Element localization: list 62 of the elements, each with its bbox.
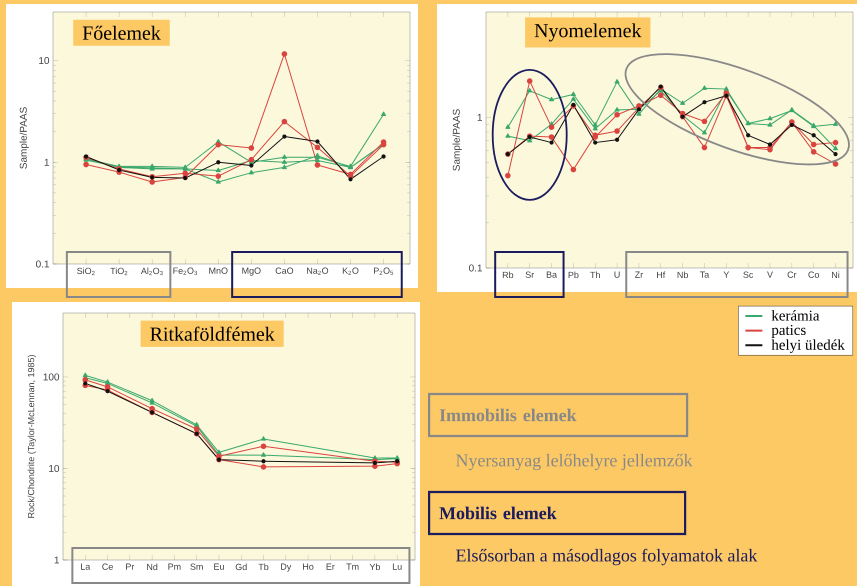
y-axis-title: Sample/PAAS xyxy=(452,109,462,171)
y-axis-title: Rock/Chondrite (Taylor-McLennan, 1985) xyxy=(28,355,36,518)
y-tick-label: 0.1 xyxy=(469,264,482,272)
x-tick-label: Yb xyxy=(370,564,380,570)
x-tick-label: Pb xyxy=(568,272,578,278)
y-tick-label: 10 xyxy=(39,57,50,64)
x-tick-label: Ce xyxy=(102,564,113,570)
x-tick-label: Dy xyxy=(281,564,292,572)
x-tick-label: Eu xyxy=(214,564,224,570)
x-tick-label: Hf xyxy=(657,272,666,278)
y-tick-label: 1 xyxy=(54,556,59,564)
x-tick-label: P$_{2}$O$_{5}$ xyxy=(374,268,394,275)
x-tick-label: Nd xyxy=(147,564,158,570)
x-tick-label: Al$_{2}$O$_{3}$ xyxy=(140,268,163,276)
x-tick-label: Sr xyxy=(526,272,534,278)
x-tick-label: La xyxy=(81,564,90,570)
x-tick-label: Co xyxy=(808,272,820,278)
legend-label: patics xyxy=(772,324,806,338)
x-tick-label: MgO xyxy=(242,268,261,276)
legend-label: helyi üledék xyxy=(772,339,845,353)
x-tick-label: MnO xyxy=(209,268,228,274)
text: Immobilis elemek xyxy=(440,408,577,422)
text: Mobilis elemek xyxy=(439,506,557,520)
x-tick-label: Th xyxy=(590,272,600,278)
x-tick-label: Lu xyxy=(392,564,402,570)
x-tick-label: Tb xyxy=(258,564,268,570)
x-tick-label: Ho xyxy=(303,564,314,570)
text: Főelemek xyxy=(82,26,161,40)
x-tick-label: Tm xyxy=(346,564,359,570)
x-tick-label: Nb xyxy=(678,272,688,278)
x-tick-label: Gd xyxy=(236,564,247,570)
x-tick-label: Ta xyxy=(700,272,710,278)
x-tick-label: V xyxy=(767,272,773,278)
x-tick-label: Ni xyxy=(832,272,840,278)
x-tick-label: Sc xyxy=(743,272,754,278)
x-tick-label: Ba xyxy=(546,272,558,278)
y-tick-label: 10 xyxy=(49,464,60,472)
y-tick-label: 1 xyxy=(44,158,49,166)
x-tick-label: Zr xyxy=(634,272,644,278)
x-tick-label: Cr xyxy=(788,272,796,278)
x-tick-label: K$_{2}$O xyxy=(342,268,358,275)
y-tick-label: 0.1 xyxy=(36,260,49,268)
x-tick-label: Pr xyxy=(126,564,134,570)
x-tick-label: Y xyxy=(724,272,730,278)
y-tick-label: 100 xyxy=(44,373,60,380)
x-tick-label: Fe$_{2}$O$_{3}$ xyxy=(173,268,198,275)
x-tick-label: Na$_{2}$O xyxy=(307,268,328,275)
y-tick-label: 1 xyxy=(478,114,482,121)
x-tick-label: Sm xyxy=(190,564,203,570)
y-axis-title: Sample/PAAS xyxy=(20,107,29,169)
text: Nyomelemek xyxy=(534,23,642,42)
text: Nyersanyag lelőhelyre jellemzők xyxy=(456,454,693,470)
text: Elsősorban a másodlagos folyamatok alak xyxy=(456,548,758,566)
x-tick-label: Er xyxy=(326,564,335,570)
x-tick-label: SiO$_{2}$ xyxy=(77,268,95,276)
text: Ritkaföldfémek xyxy=(150,326,275,341)
legend-label: kerámia xyxy=(772,310,820,321)
x-tick-label: TiO$_{2}$ xyxy=(110,268,128,276)
x-tick-label: Rb xyxy=(502,272,514,278)
x-tick-label: U xyxy=(614,272,620,278)
x-tick-label: Pm xyxy=(168,564,181,570)
x-tick-label: CaO xyxy=(276,268,294,274)
